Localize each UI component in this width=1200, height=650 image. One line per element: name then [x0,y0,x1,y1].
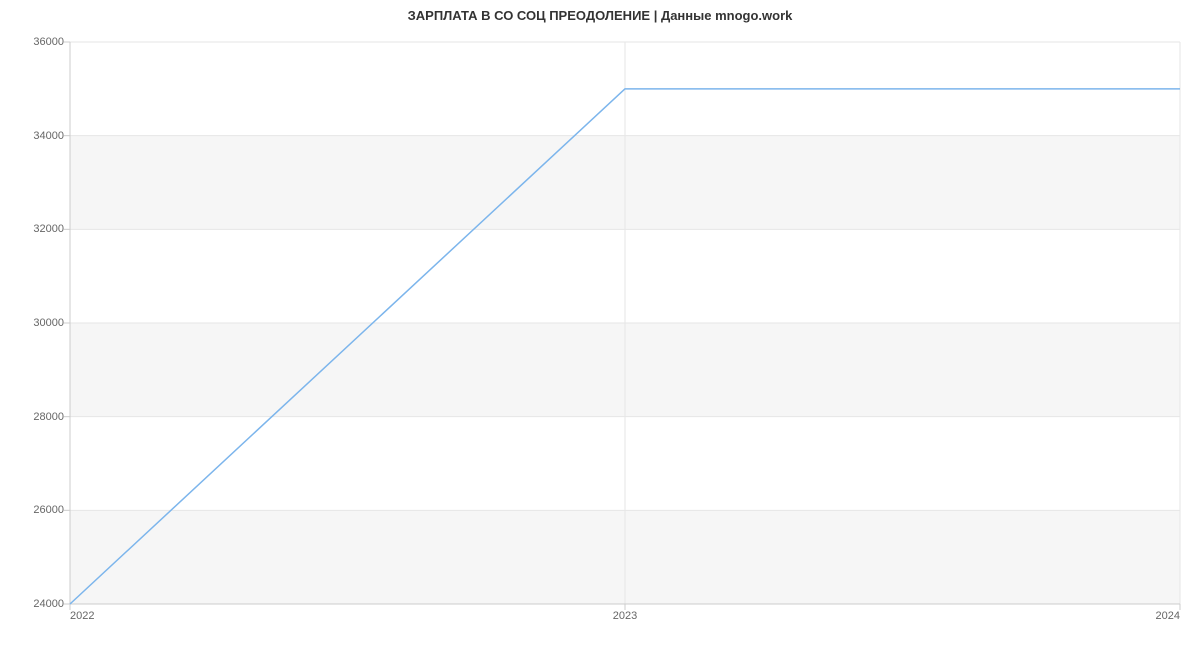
y-tick-label: 32000 [33,223,64,235]
salary-line-chart: ЗАРПЛАТА В СО СОЦ ПРЕОДОЛЕНИЕ | Данные m… [0,0,1200,650]
y-tick-label: 36000 [33,36,64,48]
y-tick-label: 24000 [33,598,64,610]
plot-area: 2400026000280003000032000340003600020222… [70,42,1180,604]
y-tick-label: 26000 [33,504,64,516]
y-tick-label: 34000 [33,130,64,142]
x-tick-label: 2022 [70,610,94,622]
y-tick-label: 28000 [33,411,64,423]
x-tick-label: 2024 [1156,610,1180,622]
chart-title: ЗАРПЛАТА В СО СОЦ ПРЕОДОЛЕНИЕ | Данные m… [0,8,1200,23]
y-tick-label: 30000 [33,317,64,329]
x-tick-label: 2023 [613,610,637,622]
